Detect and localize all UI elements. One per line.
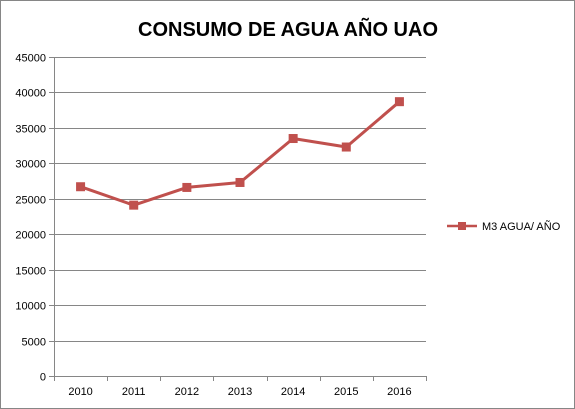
y-tick-label: 35000: [15, 124, 46, 136]
legend: M3 AGUA/ AÑO: [447, 220, 561, 233]
x-tick-label: 2014: [281, 386, 305, 398]
y-tick-label: 15000: [15, 266, 46, 278]
data-point-marker: [76, 182, 86, 192]
data-point-marker: [341, 142, 351, 152]
series-group: [76, 97, 404, 210]
y-tick-label: 5000: [22, 337, 46, 349]
x-axis-ticks: 2010 2011 2012 2013 2014 2015 2016: [54, 376, 427, 398]
legend-label: M3 AGUA/ AÑO: [482, 220, 561, 233]
legend-marker: [458, 222, 466, 230]
x-tick-label: 2010: [68, 386, 92, 398]
y-tick-label: 45000: [15, 53, 46, 65]
y-tick-label: 30000: [15, 159, 46, 171]
y-tick-label: 25000: [15, 195, 46, 207]
x-tick-label: 2013: [228, 386, 252, 398]
data-point-marker: [394, 97, 404, 107]
axes: [54, 57, 426, 377]
series-line: [80, 100, 401, 207]
data-point-marker: [288, 134, 298, 144]
y-tick-label: 0: [40, 372, 46, 384]
gridlines: [54, 57, 426, 342]
data-point-marker: [182, 182, 192, 192]
x-tick-label: 2012: [175, 386, 199, 398]
x-tick-label: 2011: [122, 386, 146, 398]
y-tick-label: 20000: [15, 230, 46, 242]
y-tick-label: 10000: [15, 301, 46, 313]
x-tick-label: 2016: [387, 386, 411, 398]
data-point-marker: [235, 177, 245, 187]
y-tick-label: 40000: [15, 88, 46, 100]
x-tick-label: 2015: [334, 386, 358, 398]
chart-title: CONSUMO DE AGUA AÑO UAO: [138, 18, 438, 41]
y-axis-ticks: 0 5000 10000 15000 20000 25000 30000 35000 40000…: [15, 53, 54, 384]
data-point-marker: [129, 200, 139, 210]
